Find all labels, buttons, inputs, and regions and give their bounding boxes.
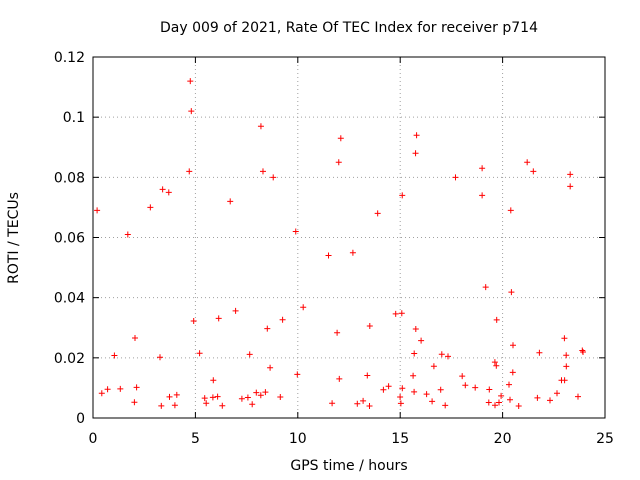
roti-peak-point	[413, 132, 420, 139]
y-axis-label: ROTI / TECUs	[6, 192, 22, 284]
x-axis-label: GPS time / hours	[290, 458, 407, 474]
y-tick-label: 0.04	[54, 291, 85, 307]
roti-peak-point	[292, 228, 299, 235]
roti-peak-point	[452, 174, 459, 181]
roti-peak-point	[187, 78, 194, 85]
y-tick-label: 0	[76, 411, 85, 427]
roti-peak-point	[124, 231, 131, 238]
roti-peak-point	[374, 210, 381, 217]
roti-peak-point	[335, 159, 342, 166]
roti-peak-point	[259, 168, 266, 175]
y-tick-label: 0.06	[54, 231, 85, 247]
x-tick-label: 15	[391, 431, 409, 447]
roti-peak-point	[479, 165, 486, 172]
x-tick-label: 0	[89, 431, 98, 447]
roti-peak-point	[165, 189, 172, 196]
chart-title: Day 009 of 2021, Rate Of TEC Index for r…	[160, 20, 538, 36]
x-tick-label: 20	[494, 431, 512, 447]
y-tick-label: 0.08	[54, 170, 85, 186]
x-tick-label: 10	[289, 431, 307, 447]
axis-ticks: 0 0.02 0.04 0.06 0.08 0.1 0.12 0 5 10 15 20 25	[54, 50, 614, 447]
roti-peak-point	[188, 108, 195, 115]
roti-peak-point	[227, 198, 234, 205]
roti-peak-point	[325, 252, 332, 259]
roti-point-cloud	[98, 249, 586, 409]
roti-peak-point	[524, 159, 531, 166]
roti-peak-point	[159, 186, 166, 193]
roti-peak-point	[567, 183, 574, 190]
x-tick-label: 25	[596, 431, 614, 447]
y-tick-label: 0.1	[63, 110, 85, 126]
y-tick-label: 0.12	[54, 50, 85, 66]
roti-peak-point	[530, 168, 537, 175]
roti-peak-point	[147, 204, 154, 211]
y-tick-label: 0.02	[54, 351, 85, 367]
roti-peak-point	[399, 192, 406, 199]
roti-peak-point	[257, 123, 264, 130]
x-tick-label: 5	[191, 431, 200, 447]
grid-lines	[93, 57, 605, 418]
roti-peak-point	[412, 150, 419, 157]
roti-peak-point	[337, 135, 344, 142]
roti-peak-point	[94, 207, 101, 214]
roti-peak-point	[479, 192, 486, 199]
data-points	[94, 78, 586, 409]
roti-peak-point	[186, 168, 193, 175]
roti-peak-point	[567, 171, 574, 178]
roti-peak-point	[507, 207, 514, 214]
roti-peak-point	[270, 174, 277, 181]
